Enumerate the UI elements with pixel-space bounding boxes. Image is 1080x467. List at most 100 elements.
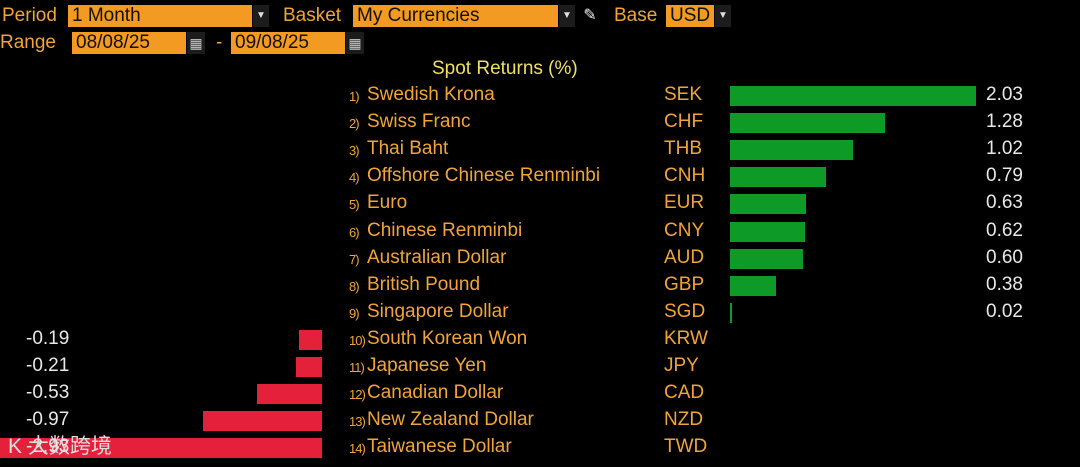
return-bar xyxy=(730,140,854,161)
currency-name: South Korean Won xyxy=(367,327,528,349)
chart-row: 7) Australian Dollar AUD 0.60 xyxy=(0,246,1080,273)
return-bar xyxy=(202,411,322,432)
return-bar xyxy=(730,167,826,188)
base-label: Base xyxy=(614,5,658,26)
currency-code: CNH xyxy=(664,165,706,187)
chart-row: 11) Japanese Yen JPY -0.21 xyxy=(0,354,1080,381)
chevron-down-icon[interactable]: ▼ xyxy=(559,5,575,27)
rank-label: 2) xyxy=(349,116,360,132)
calendar-icon[interactable]: ▦ xyxy=(346,32,364,54)
chart-row: 10) South Korean Won KRW -0.19 xyxy=(0,327,1080,354)
rank-label: 5) xyxy=(349,197,360,213)
base-select[interactable]: USD xyxy=(666,5,714,27)
return-value: 0.02 xyxy=(986,300,1023,322)
rank-label: 1) xyxy=(349,89,360,104)
return-bar xyxy=(730,248,803,269)
chart-row: 12) Canadian Dollar CAD -0.53 xyxy=(0,381,1080,408)
return-bar xyxy=(730,86,976,106)
calendar-icon[interactable]: ▦ xyxy=(187,32,205,54)
rank-label: 12) xyxy=(349,387,366,403)
range-end-input[interactable]: 09/08/25 xyxy=(231,32,345,54)
currency-name: Japanese Yen xyxy=(367,355,487,376)
range-separator: - xyxy=(216,32,223,53)
return-bar xyxy=(256,384,322,405)
currency-name: Swedish Krona xyxy=(367,84,495,105)
range-start-input[interactable]: 08/08/25 xyxy=(72,32,186,54)
currency-name: British Pound xyxy=(367,273,481,295)
rank-label: 10) xyxy=(349,332,366,348)
return-value: 0.60 xyxy=(986,246,1023,268)
currency-code: CHF xyxy=(664,111,704,133)
rank-label: 4) xyxy=(349,170,360,186)
return-value: -0.19 xyxy=(26,327,70,349)
pencil-icon[interactable]: ✎ xyxy=(583,7,597,24)
return-bar xyxy=(730,221,806,242)
chart-row: 1) Swedish Krona SEK 2.03 xyxy=(0,83,1080,110)
return-value: -0.53 xyxy=(26,382,70,404)
rank-label: 9) xyxy=(349,305,360,321)
return-value: 2.03 xyxy=(986,84,1023,105)
return-value: 0.79 xyxy=(986,165,1023,187)
rank-label: 6) xyxy=(349,224,360,240)
return-value: -0.97 xyxy=(26,409,70,431)
return-bar xyxy=(298,329,322,350)
currency-code: JPY xyxy=(664,355,699,376)
chart-row: 9) Singapore Dollar SGD 0.02 xyxy=(0,300,1080,327)
return-bar xyxy=(730,275,776,296)
currency-code: EUR xyxy=(664,192,705,214)
return-value: 1.02 xyxy=(986,138,1023,160)
chevron-down-icon[interactable]: ▼ xyxy=(715,5,731,27)
return-bar xyxy=(730,194,807,215)
rank-label: 8) xyxy=(349,278,360,294)
return-bar xyxy=(730,113,885,134)
return-bar xyxy=(730,302,733,323)
rank-label: 11) xyxy=(349,360,365,375)
return-value: 1.28 xyxy=(986,111,1023,133)
currency-code: CNY xyxy=(664,219,705,241)
currency-name: Australian Dollar xyxy=(367,246,507,268)
chart-row: 8) British Pound GBP 0.38 xyxy=(0,273,1080,300)
rank-label: 13) xyxy=(349,414,366,430)
return-value: -2.93 xyxy=(26,436,70,458)
chart-title: Spot Returns (%) xyxy=(432,58,578,79)
currency-name: Taiwanese Dollar xyxy=(367,436,512,458)
currency-code: SEK xyxy=(664,84,703,105)
return-bar xyxy=(0,438,322,459)
currency-code: NZD xyxy=(664,409,704,431)
currency-name: Chinese Renminbi xyxy=(367,219,523,241)
currency-name: New Zealand Dollar xyxy=(367,409,534,431)
currency-name: Offshore Chinese Renminbi xyxy=(367,165,601,187)
chart-row: 2) Swiss Franc CHF 1.28 xyxy=(0,110,1080,137)
currency-code: AUD xyxy=(664,246,705,268)
currency-name: Swiss Franc xyxy=(367,111,471,133)
return-bar xyxy=(296,357,322,377)
chart-row: 4) Offshore Chinese Renminbi CNH 0.79 xyxy=(0,164,1080,191)
currency-code: THB xyxy=(664,138,702,160)
currency-name: Singapore Dollar xyxy=(367,300,509,322)
rank-label: 14) xyxy=(349,441,366,457)
currency-code: GBP xyxy=(664,273,705,295)
currency-name: Thai Baht xyxy=(367,138,449,160)
range-label: Range xyxy=(0,32,56,53)
basket-label: Basket xyxy=(283,5,342,26)
chevron-down-icon[interactable]: ▼ xyxy=(253,5,269,27)
basket-select[interactable]: My Currencies xyxy=(353,5,558,27)
currency-code: SGD xyxy=(664,300,706,322)
return-value: -0.21 xyxy=(26,355,70,376)
currency-name: Euro xyxy=(367,192,408,214)
currency-code: TWD xyxy=(664,436,708,458)
chart-row: 13) New Zealand Dollar NZD -0.97 xyxy=(0,408,1080,435)
watermark-logo: K 大数跨境 xyxy=(8,435,112,458)
period-select[interactable]: 1 Month xyxy=(68,5,252,27)
currency-code: KRW xyxy=(664,327,708,349)
chart-row: 5) Euro EUR 0.63 xyxy=(0,191,1080,218)
return-value: 0.38 xyxy=(986,273,1023,295)
chart-row: 6) Chinese Renminbi CNY 0.62 xyxy=(0,219,1080,246)
currency-name: Canadian Dollar xyxy=(367,382,504,404)
currency-code: CAD xyxy=(664,382,705,404)
chart-row: 14) Taiwanese Dollar TWD -2.93 xyxy=(0,435,1080,462)
period-label: Period xyxy=(2,5,57,26)
chart-row: 3) Thai Baht THB 1.02 xyxy=(0,137,1080,164)
rank-label: 3) xyxy=(349,143,360,159)
rank-label: 7) xyxy=(349,251,360,267)
